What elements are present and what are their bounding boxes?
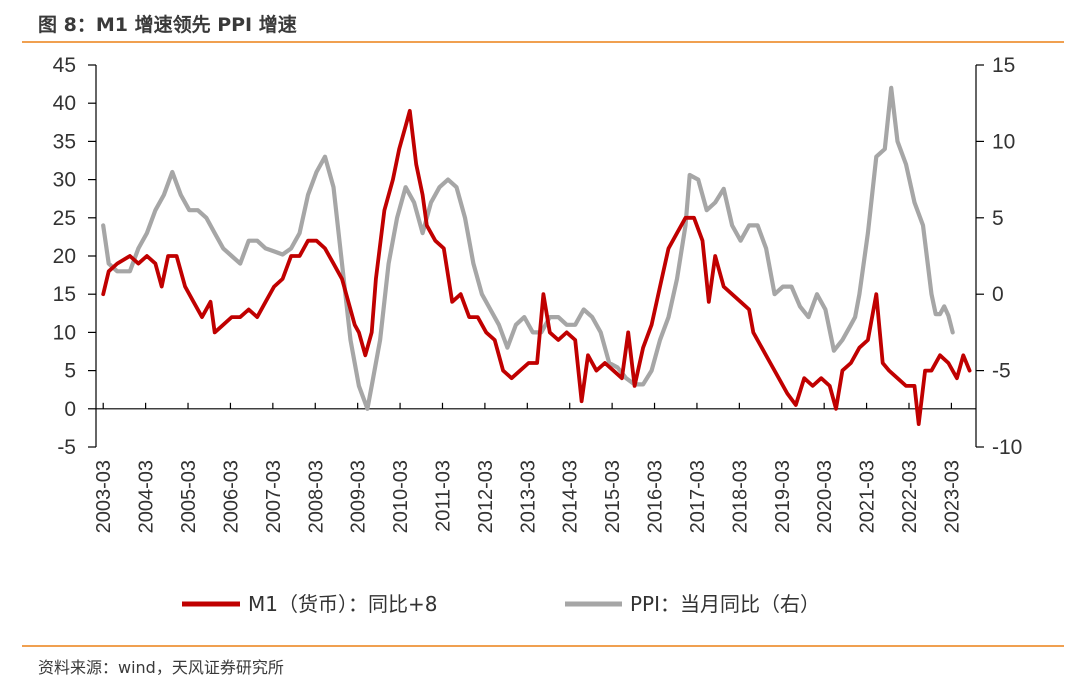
right-tick-label: 10 [992,130,1015,153]
source-note: 资料来源：wind，天风证券研究所 [38,658,284,677]
x-tick-label: 2007-03 [263,460,285,533]
bottom-divider [22,645,1064,647]
ppi-series-line [101,85,955,411]
x-tick-label: 2012-03 [475,460,497,533]
right-tick-label: 0 [992,283,1004,306]
left-tick-label: 45 [53,54,76,77]
right-tick-label: -10 [992,436,1022,459]
x-tick-label: 2018-03 [729,460,751,533]
x-tick-label: 2009-03 [348,460,370,533]
left-tick-label: 35 [53,130,76,153]
x-tick-label: 2014-03 [560,460,582,533]
left-tick-label: 5 [64,360,76,383]
x-tick-label: 2019-03 [772,460,794,533]
x-tick-label: 2008-03 [305,460,327,533]
chart-title: 图 8：M1 增速领先 PPI 增速 [38,14,297,36]
left-tick-label: 30 [53,169,76,192]
left-tick-label: 15 [53,283,76,306]
x-tick-label: 2020-03 [814,460,836,533]
left-tick-label: 25 [53,207,76,230]
x-tick-label: 2015-03 [602,460,624,533]
x-tick-label: 2016-03 [645,460,667,533]
x-tick-label: 2005-03 [178,460,200,533]
x-tick-label: 2013-03 [517,460,539,533]
left-tick-label: 10 [53,321,76,344]
left-tick-label: 40 [53,92,76,115]
m1-series-line [101,108,972,426]
top-divider [22,41,1064,43]
x-tick-label: 2010-03 [390,460,412,533]
legend-ppi-label: PPI：当月同比（右） [630,592,820,616]
x-tick-label: 2023-03 [941,460,963,533]
right-tick-label: 5 [992,207,1004,230]
x-tick-label: 2022-03 [899,460,921,533]
legend-m1-label: M1（货币）：同比+8 [248,592,437,616]
left-tick-label: 20 [53,245,76,268]
x-tick-label: 2006-03 [220,460,242,533]
right-tick-label: -5 [992,360,1011,383]
x-tick-label: 2003-03 [93,460,115,533]
x-tick-label: 2017-03 [687,460,709,533]
x-tick-label: 2011-03 [432,460,454,532]
left-tick-label: 0 [64,398,76,421]
left-tick-label: -5 [57,436,76,459]
right-tick-label: 15 [992,54,1015,77]
x-tick-label: 2004-03 [136,460,158,533]
x-tick-label: 2021-03 [857,460,879,533]
